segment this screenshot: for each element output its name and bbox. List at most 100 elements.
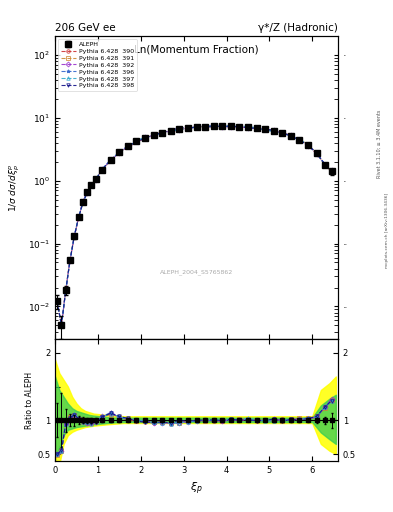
- Pythia 6.428  398: [228, 123, 233, 129]
- Pythia 6.428  396: [63, 287, 68, 293]
- Pythia 6.428  390: [288, 133, 293, 139]
- Y-axis label: Ratio to ALEPH: Ratio to ALEPH: [25, 372, 34, 429]
- Pythia 6.428  390: [254, 125, 259, 132]
- Pythia 6.428  396: [228, 124, 233, 130]
- Pythia 6.428  392: [151, 132, 156, 138]
- X-axis label: $\xi_p$: $\xi_p$: [190, 480, 203, 497]
- Pythia 6.428  391: [220, 124, 224, 130]
- Pythia 6.428  396: [76, 214, 81, 220]
- Text: Rivet 3.1.10; ≥ 3.4M events: Rivet 3.1.10; ≥ 3.4M events: [377, 109, 382, 178]
- Text: γ*/Z (Hadronic): γ*/Z (Hadronic): [258, 23, 338, 33]
- Pythia 6.428  396: [143, 135, 147, 141]
- Pythia 6.428  391: [94, 176, 98, 182]
- Pythia 6.428  396: [203, 124, 208, 130]
- Pythia 6.428  391: [194, 124, 199, 130]
- Pythia 6.428  390: [94, 176, 98, 182]
- Pythia 6.428  392: [108, 157, 113, 163]
- Pythia 6.428  398: [55, 298, 59, 305]
- Pythia 6.428  390: [117, 150, 122, 156]
- Pythia 6.428  397: [314, 151, 319, 157]
- Pythia 6.428  397: [89, 182, 94, 188]
- Pythia 6.428  396: [323, 161, 327, 167]
- Pythia 6.428  396: [134, 138, 139, 144]
- Pythia 6.428  396: [68, 258, 72, 264]
- Pythia 6.428  396: [72, 233, 77, 239]
- Pythia 6.428  398: [143, 135, 147, 141]
- Pythia 6.428  390: [203, 123, 208, 130]
- Pythia 6.428  391: [63, 287, 68, 293]
- Pythia 6.428  398: [220, 123, 224, 130]
- Pythia 6.428  390: [329, 169, 334, 176]
- Pythia 6.428  391: [89, 182, 94, 188]
- Pythia 6.428  390: [263, 126, 268, 133]
- Pythia 6.428  396: [220, 123, 224, 129]
- Pythia 6.428  396: [271, 128, 276, 134]
- Pythia 6.428  392: [228, 123, 233, 130]
- Pythia 6.428  392: [81, 199, 85, 205]
- Pythia 6.428  397: [185, 125, 190, 132]
- Pythia 6.428  397: [76, 214, 81, 220]
- Pythia 6.428  397: [68, 257, 72, 263]
- Pythia 6.428  396: [246, 124, 250, 130]
- Pythia 6.428  392: [125, 143, 130, 149]
- Pythia 6.428  391: [72, 233, 77, 240]
- Pythia 6.428  391: [125, 143, 130, 150]
- Pythia 6.428  390: [108, 158, 113, 164]
- Pythia 6.428  392: [72, 233, 77, 240]
- Pythia 6.428  398: [169, 127, 173, 134]
- Pythia 6.428  398: [185, 125, 190, 131]
- Pythia 6.428  391: [246, 124, 250, 130]
- Pythia 6.428  396: [314, 150, 319, 156]
- Pythia 6.428  392: [323, 161, 327, 167]
- Pythia 6.428  398: [211, 123, 216, 129]
- Pythia 6.428  398: [94, 177, 98, 183]
- Pythia 6.428  391: [280, 131, 285, 137]
- Pythia 6.428  390: [63, 287, 68, 293]
- Pythia 6.428  398: [151, 132, 156, 138]
- Pythia 6.428  392: [211, 123, 216, 130]
- Pythia 6.428  391: [177, 126, 182, 133]
- Pythia 6.428  398: [160, 129, 165, 135]
- Pythia 6.428  390: [151, 133, 156, 139]
- Pythia 6.428  392: [297, 137, 302, 143]
- Pythia 6.428  391: [76, 215, 81, 221]
- Pythia 6.428  391: [117, 150, 122, 156]
- Pythia 6.428  397: [151, 132, 156, 138]
- Pythia 6.428  396: [108, 156, 113, 162]
- Y-axis label: $1/\sigma\;d\sigma/d\xi_p^p$: $1/\sigma\;d\sigma/d\xi_p^p$: [8, 163, 22, 212]
- Pythia 6.428  390: [134, 139, 139, 145]
- Pythia 6.428  398: [237, 124, 242, 130]
- Pythia 6.428  392: [203, 123, 208, 130]
- Pythia 6.428  392: [55, 298, 59, 305]
- Pythia 6.428  391: [160, 129, 165, 135]
- Pythia 6.428  397: [108, 158, 113, 164]
- Pythia 6.428  398: [76, 214, 81, 220]
- Pythia 6.428  390: [323, 161, 327, 167]
- Line: Pythia 6.428  390: Pythia 6.428 390: [55, 124, 333, 327]
- Pythia 6.428  392: [117, 150, 122, 156]
- Pythia 6.428  390: [185, 124, 190, 131]
- Pythia 6.428  390: [59, 323, 64, 329]
- Pythia 6.428  391: [297, 136, 302, 142]
- Pythia 6.428  396: [169, 128, 173, 134]
- Pythia 6.428  390: [246, 124, 250, 131]
- Pythia 6.428  397: [125, 143, 130, 150]
- Pythia 6.428  391: [68, 257, 72, 263]
- Pythia 6.428  392: [68, 258, 72, 264]
- Pythia 6.428  390: [160, 130, 165, 136]
- Pythia 6.428  397: [288, 133, 293, 139]
- Pythia 6.428  390: [169, 128, 173, 134]
- Pythia 6.428  397: [323, 162, 327, 168]
- Pythia 6.428  397: [203, 123, 208, 130]
- Pythia 6.428  397: [169, 128, 173, 134]
- Pythia 6.428  392: [314, 151, 319, 157]
- Pythia 6.428  390: [314, 151, 319, 157]
- Pythia 6.428  391: [228, 124, 233, 130]
- Pythia 6.428  392: [220, 124, 224, 130]
- Pythia 6.428  390: [72, 233, 77, 240]
- Pythia 6.428  390: [85, 189, 90, 195]
- Pythia 6.428  390: [306, 141, 310, 147]
- Pythia 6.428  397: [72, 232, 77, 239]
- Pythia 6.428  391: [143, 134, 147, 140]
- Pythia 6.428  392: [263, 126, 268, 133]
